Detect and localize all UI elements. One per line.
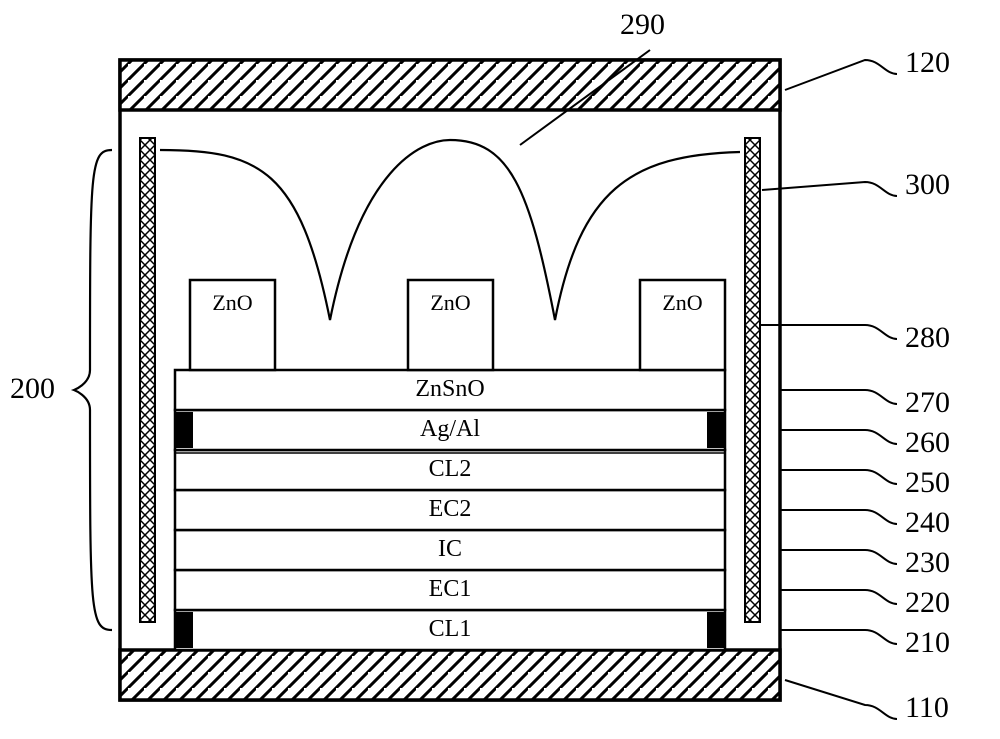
callout-280: 280 <box>905 321 950 355</box>
zno-label-2: ZnO <box>640 290 725 316</box>
spacer-left <box>140 138 155 622</box>
callout-120: 120 <box>905 46 950 80</box>
layer-label-EC1: EC1 <box>175 576 725 603</box>
callout-250: 250 <box>905 466 950 500</box>
bottom-substrate <box>120 650 780 700</box>
layer-label-IC: IC <box>175 536 725 563</box>
callout-290: 290 <box>620 8 665 42</box>
callout-300: 300 <box>905 168 950 202</box>
callout-270: 270 <box>905 386 950 420</box>
callout-200: 200 <box>10 372 55 406</box>
bracket-200 <box>74 150 112 630</box>
spacer-right <box>745 138 760 622</box>
callout-220: 220 <box>905 586 950 620</box>
layer-label-CL2: CL2 <box>175 456 725 483</box>
zno-label-1: ZnO <box>408 290 493 316</box>
layer-label-ZnSnO: ZnSnO <box>175 376 725 403</box>
zno-label-0: ZnO <box>190 290 275 316</box>
layer-label-EC2: EC2 <box>175 496 725 523</box>
callout-230: 230 <box>905 546 950 580</box>
callout-110: 110 <box>905 691 949 725</box>
layer-label-AgAl: Ag/Al <box>175 416 725 443</box>
layer-label-CL1: CL1 <box>175 616 725 643</box>
callout-260: 260 <box>905 426 950 460</box>
callout-210: 210 <box>905 626 950 660</box>
top-substrate <box>120 60 780 110</box>
callout-240: 240 <box>905 506 950 540</box>
